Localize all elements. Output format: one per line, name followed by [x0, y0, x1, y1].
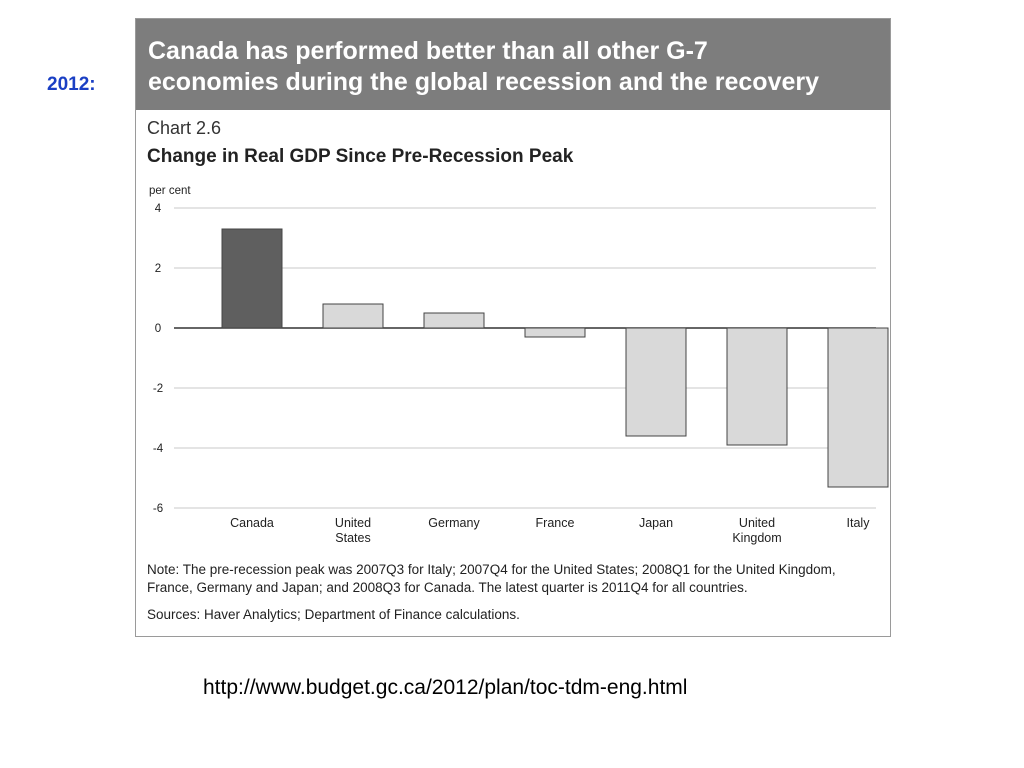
chart-number: Chart 2.6	[147, 118, 222, 138]
y-tick-label: -4	[153, 443, 164, 455]
x-tick-label: Japan	[639, 516, 673, 530]
bar-united-states	[322, 303, 384, 329]
headline-line-2: economies during the global recession an…	[148, 68, 820, 96]
x-tick-label: United	[739, 516, 775, 530]
x-tick-label: Canada	[230, 516, 274, 530]
y-tick-label: 0	[155, 323, 161, 335]
bar-italy	[827, 327, 889, 488]
bar-canada	[221, 228, 283, 329]
x-tick-label: Kingdom	[732, 531, 781, 545]
x-tick-label: United	[335, 516, 371, 530]
bar-japan	[625, 327, 687, 437]
y-tick-label: 4	[155, 203, 162, 215]
chart-sources: Sources: Haver Analytics; Department of …	[147, 607, 520, 622]
bar-germany	[423, 312, 485, 329]
x-tick-label: France	[536, 516, 575, 530]
headline-banner: Canada has performed better than all oth…	[136, 19, 890, 110]
chart-note: Note: The pre-recession peak was 2007Q3 …	[147, 562, 836, 595]
headline-line-1: Canada has performed better than all oth…	[148, 37, 708, 65]
x-tick-label: States	[335, 531, 370, 545]
year-label: 2012:	[47, 74, 96, 95]
y-axis-label: per cent	[149, 185, 191, 197]
source-url: http://www.budget.gc.ca/2012/plan/toc-td…	[203, 676, 688, 699]
bar-france	[524, 327, 586, 338]
bar-united-kingdom	[726, 327, 788, 446]
y-tick-label: 2	[155, 263, 161, 275]
chart-title: Change in Real GDP Since Pre-Recession P…	[147, 146, 574, 167]
x-tick-label: Germany	[428, 516, 480, 530]
x-tick-label: Italy	[847, 516, 871, 530]
chart-panel: Canada has performed better than all oth…	[135, 18, 891, 637]
y-tick-label: -6	[153, 503, 163, 515]
y-tick-label: -2	[153, 383, 163, 395]
